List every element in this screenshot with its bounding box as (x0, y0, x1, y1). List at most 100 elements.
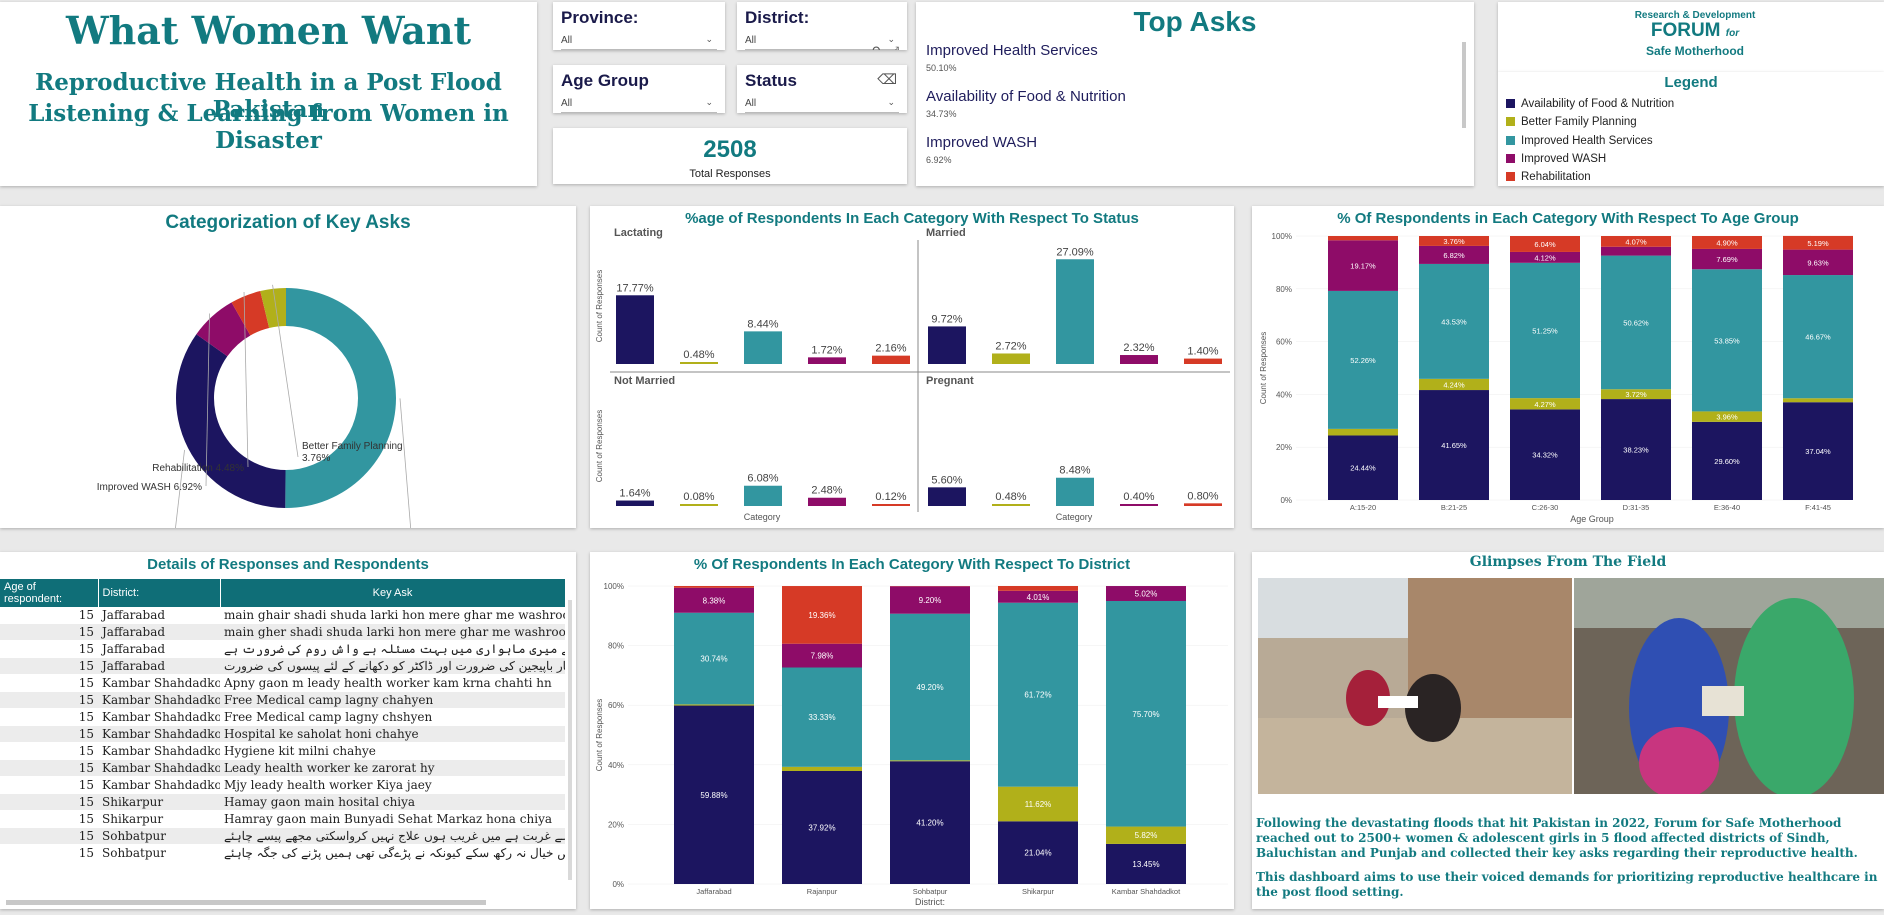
bar-label: 1.64% (619, 488, 650, 500)
table-row[interactable]: 15 Jaffarabad main gher shadi shuda larki … (0, 623, 565, 641)
table-row[interactable]: 15 Kambar Shahdadkot Apny gaon m leady hea… (0, 674, 565, 692)
segment-label: 4.12% (1534, 253, 1556, 262)
stack-segment (782, 643, 862, 668)
legend-label: Availability of Food & Nutrition (1521, 98, 1675, 110)
x-tick-label: F:41-45 (1805, 503, 1831, 512)
column-header[interactable]: District: (98, 579, 221, 607)
segment-label: 4.27% (1534, 400, 1556, 409)
table-row[interactable]: 15 Kambar Shahdadkot Hospital ke saholat h… (0, 725, 565, 743)
table-horizontal-scrollbar[interactable] (6, 900, 486, 905)
bar-label: 8.44% (747, 318, 778, 330)
segment-label: 33.33% (808, 713, 835, 722)
donut-slice (231, 291, 270, 336)
district-cell: Kambar Shahdadkot (98, 725, 220, 743)
x-axis-label: District: (915, 897, 945, 907)
x-tick-label: A:15-20 (1350, 503, 1376, 512)
table-row[interactable]: 15 Kambar Shahdadkot Mjy leady health work… (0, 776, 565, 794)
table-vertical-scrollbar[interactable] (568, 600, 572, 880)
column-header[interactable]: Key Ask (220, 579, 566, 607)
stack-segment (1601, 389, 1671, 400)
bar-label: 17.77% (616, 282, 654, 294)
district-select[interactable]: All ⌄ (745, 32, 899, 50)
province-filter[interactable]: Province: All ⌄ (553, 2, 725, 50)
donut-leader-line (399, 398, 412, 528)
x-tick-label: B:21-25 (1441, 503, 1467, 512)
top-ask-pct: 6.92% (926, 155, 952, 165)
x-tick-label: Kambar Shahdadkot (1112, 887, 1181, 896)
table-row[interactable]: 15 Kambar Shahdadkot Free Medical camp lag… (0, 708, 565, 726)
y-tick-label: 40% (1276, 390, 1292, 399)
logo-line-3: for (1725, 28, 1740, 39)
table-row[interactable]: 15 Kambar Shahdadkot Free Medical camp lag… (0, 691, 565, 709)
table-row[interactable]: 15Jaffarabadجن کٹ کی ضرورت ہے ان سب کی ک… (0, 640, 565, 658)
district-cell: Jaffarabad (98, 640, 220, 658)
donut-leader-line (243, 291, 249, 468)
chevron-down-icon: ⌄ (887, 97, 895, 107)
table-row[interactable]: 15 Shikarpur Hamray gaon main Bunyadi Seha… (0, 810, 565, 828)
y-tick-label: 40% (608, 761, 624, 770)
bar-label: 6.08% (747, 473, 778, 485)
top-ask-item: Availability of Food & Nutrition 34.73% (926, 88, 1126, 119)
stack-segment (1783, 402, 1853, 500)
y-axis-label: Count of Responses (595, 699, 604, 772)
province-select[interactable]: All ⌄ (561, 32, 717, 50)
district-filter[interactable]: District: All ⌄ ⚲ ⤢ (737, 2, 907, 50)
details-table: Age of respondent: District: Key Ask 15 J… (0, 579, 566, 862)
stack-segment (1783, 275, 1853, 399)
status-filter[interactable]: Status All ⌄ ⌫ (737, 65, 907, 113)
segment-label: 75.70% (1132, 710, 1159, 719)
focus-mode-icon[interactable]: ⤢ (889, 44, 899, 50)
dashboard-subtitle-2: Listening & Learning from Women in Disas… (28, 100, 509, 154)
district-cell: Kambar Shahdadkot (98, 776, 220, 794)
key-ask-cell: Hamay gaon main hosital chiya (220, 793, 565, 811)
segment-label: 8.38% (703, 596, 726, 605)
stack-segment (1328, 435, 1398, 500)
x-axis-label: Age Group (1570, 514, 1614, 524)
status-value: All (745, 98, 757, 109)
logo: Research & Development FORUM for Safe Mo… (1630, 10, 1760, 58)
legend-title: Legend (1664, 74, 1718, 91)
bar (928, 326, 966, 364)
segment-label: 61.72% (1024, 691, 1051, 700)
stack-segment (1510, 262, 1580, 399)
age-cell: 15 (0, 844, 98, 862)
chevron-down-icon: ⌄ (705, 97, 713, 107)
segment-label: 9.63% (1807, 258, 1829, 267)
key-ask-cell: بواری بہت بیمار باپیجین کی ضرورت اور ڈاک… (220, 657, 565, 675)
field-photo-2 (1574, 578, 1884, 794)
age-group-select[interactable]: All ⌄ (561, 95, 717, 113)
segment-label: 37.92% (808, 823, 835, 832)
glimpses-paragraph-1: Following the devastating floods that hi… (1256, 816, 1858, 860)
table-row[interactable]: 15Sohbatpurٹ کی وجہ سے کوئی سہولت نہ ملی… (0, 827, 565, 845)
total-responses-value: 2508 (703, 136, 757, 163)
bar (872, 355, 910, 364)
filter-icon[interactable]: ⚲ (871, 44, 881, 50)
top-asks-scrollbar[interactable] (1462, 42, 1466, 128)
age-cell: 15 (0, 623, 98, 641)
legend-item: Better Family Planning (1506, 116, 1637, 128)
total-responses-card: 2508 Total Responses (553, 128, 907, 184)
status-select[interactable]: All ⌄ (745, 95, 899, 113)
stack-segment (1601, 236, 1671, 247)
age-cell: 15 (0, 776, 98, 794)
table-row[interactable]: 15 Shikarpur Hamay gaon main hosital chiya (0, 793, 565, 811)
eraser-icon[interactable]: ⌫ (877, 71, 897, 87)
top-ask-name: Improved Health Services (926, 42, 1098, 59)
district-cell: Kambar Shahdadkot (98, 742, 220, 760)
bar-label: 5.60% (931, 474, 962, 486)
details-title: Details of Responses and Respondents (147, 556, 429, 573)
segment-label: 3.76% (1443, 237, 1465, 246)
stack-segment (1510, 236, 1580, 252)
age-group-label: Age Group (561, 71, 649, 90)
age-group-filter[interactable]: Age Group All ⌄ (553, 65, 725, 113)
table-row[interactable]: 15 Kambar Shahdadkot Hygiene kit milni cha… (0, 742, 565, 760)
table-row[interactable]: 15Sohbatpurائی صفائی کا خاص خیال نہ رکھ … (0, 844, 565, 862)
district-label: District: (745, 8, 810, 27)
column-header[interactable]: Age of respondent: (0, 579, 99, 607)
table-row[interactable]: 15 Jaffarabad main ghair shadi shuda larki… (0, 607, 565, 624)
table-row[interactable]: 15 Kambar Shahdadkot Leady health worker k… (0, 759, 565, 777)
stack-segment (1419, 245, 1489, 264)
details-card: Details of Responses and Respondents Age… (0, 552, 576, 909)
age-chart: 0% 20% 40% 60% 80% 100% 24.44% 52.26% 19.17% A:15… (1259, 232, 1853, 524)
table-row[interactable]: 15Jaffarabadبواری بہت بیمار باپیجین کی ض… (0, 657, 565, 675)
